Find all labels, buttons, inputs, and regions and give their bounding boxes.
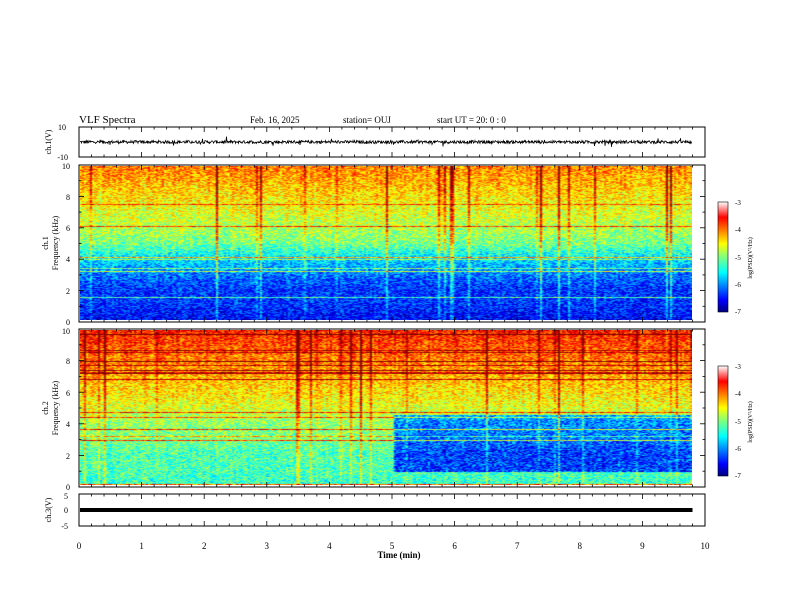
colorbar-ch1-tick-m4: -4	[735, 226, 741, 234]
ch1-spec-yticks: 0 2 4 6 8 10	[62, 162, 70, 327]
colorbar-ch1-tick-m5: -5	[735, 254, 741, 262]
x-tick-6: 6	[452, 541, 457, 551]
x-tick-7: 7	[515, 541, 520, 551]
ch1-spectrogram-panel: 0 2 4 6 8 10 ch.1 Frequency (kHz)	[41, 162, 706, 327]
x-tick-5: 5	[390, 541, 395, 551]
ch3-waveform-panel: 5 0 -5 ch.3(V)	[44, 492, 706, 531]
ch2-spec-ytick-10: 10	[62, 327, 70, 336]
ch3-wave-ylabel: ch.3(V)	[44, 497, 53, 522]
x-tick-9: 9	[640, 541, 645, 551]
colorbar-ch2-tick-m5: -5	[735, 418, 741, 426]
date-label: Feb. 16, 2025	[250, 115, 300, 125]
ch2-spec-ytick-2: 2	[66, 452, 70, 461]
station-label: station= OUJ	[343, 115, 391, 125]
x-tick-8: 8	[578, 541, 583, 551]
colorbar-ch1-bar	[717, 201, 729, 313]
ch2-spec-ytick-4: 4	[66, 420, 70, 429]
colorbar-ch2-tick-m6: -6	[735, 445, 741, 453]
ch1-spec-ytick-2: 2	[66, 287, 70, 296]
x-tick-10: 10	[701, 541, 711, 551]
colorbar-ch2-tick-m3: -3	[735, 363, 741, 371]
x-tick-3: 3	[265, 541, 270, 551]
start-time-label: start UT = 20: 0 : 0	[437, 115, 506, 125]
ch3-waveform-line	[80, 508, 693, 512]
colorbar-ch2-label: log(PSD)(V²/Hz)	[747, 401, 754, 442]
colorbar-ch2-tick-m4: -4	[735, 390, 741, 398]
ch2-spec-ytick-8: 8	[66, 357, 70, 366]
colorbar-ch1: -3 -4 -5 -6 -7 log(PSD)(V²/Hz)	[717, 199, 754, 316]
ch1-spec-ytick-10: 10	[62, 162, 70, 171]
ch1-spectrogram-image	[80, 166, 692, 320]
ch1-spec-ytick-0: 0	[66, 318, 70, 327]
ch2-spec-ylabel: Frequency (kHz)	[51, 380, 60, 435]
x-tick-0: 0	[77, 541, 82, 551]
ch2-spec-ytick-6: 6	[66, 389, 70, 398]
ch1-waveform-panel: 10 -10 ch.1(V)	[44, 123, 706, 162]
colorbar-ch1-tick-m6: -6	[735, 281, 741, 289]
ch1-spec-ytick-8: 8	[66, 193, 70, 202]
ch1-spec-ytick-6: 6	[66, 224, 70, 233]
x-tick-4: 4	[327, 541, 332, 551]
colorbar-ch1-tick-m3: -3	[735, 199, 741, 207]
x-axis-label: Time (min)	[377, 550, 420, 560]
ch3-wave-tick-bottom: -5	[61, 522, 68, 531]
ch1-spec-ylabel-channel: ch.1	[41, 236, 50, 250]
x-tick-1: 1	[139, 541, 144, 551]
figure-title: VLF Spectra	[79, 114, 136, 126]
colorbar-ch1-label: log(PSD)(V²/Hz)	[747, 237, 754, 278]
ch1-spec-ytick-4: 4	[66, 255, 70, 264]
ch1-waveform-line	[79, 136, 693, 147]
ch2-spectrogram-image	[80, 330, 692, 485]
x-tick-2: 2	[202, 541, 207, 551]
colorbar-ch2: -3 -4 -5 -6 -7 log(PSD)(V²/Hz)	[717, 363, 754, 480]
ch1-wave-tick-bottom: -10	[57, 153, 68, 162]
colorbar-ch1-tick-m7: -7	[735, 308, 741, 316]
ch2-spec-ylabel-channel: ch.2	[41, 401, 50, 415]
ch1-spec-ylabel: Frequency (kHz)	[51, 215, 60, 270]
ch2-spec-ytick-0: 0	[66, 483, 70, 492]
ch1-wave-ylabel: ch.1(V)	[44, 129, 53, 154]
ch3-wave-tick-mid: 0	[64, 506, 68, 515]
ch3-wave-tick-top: 5	[64, 492, 68, 501]
colorbar-ch2-tick-m7: -7	[735, 472, 741, 480]
ch1-wave-tick-top: 10	[58, 123, 66, 132]
colorbar-ch2-bar	[717, 365, 729, 477]
ch2-spectrogram-panel: 0 2 4 6 8 10 ch.2 Frequency (kHz)	[41, 327, 706, 492]
ch2-spec-yticks: 0 2 4 6 8 10	[62, 327, 70, 492]
axis-tick-marks	[78, 127, 706, 526]
x-axis: 0 1 2 3 4 5 6 7 8 9 10 Time (min)	[77, 541, 710, 560]
